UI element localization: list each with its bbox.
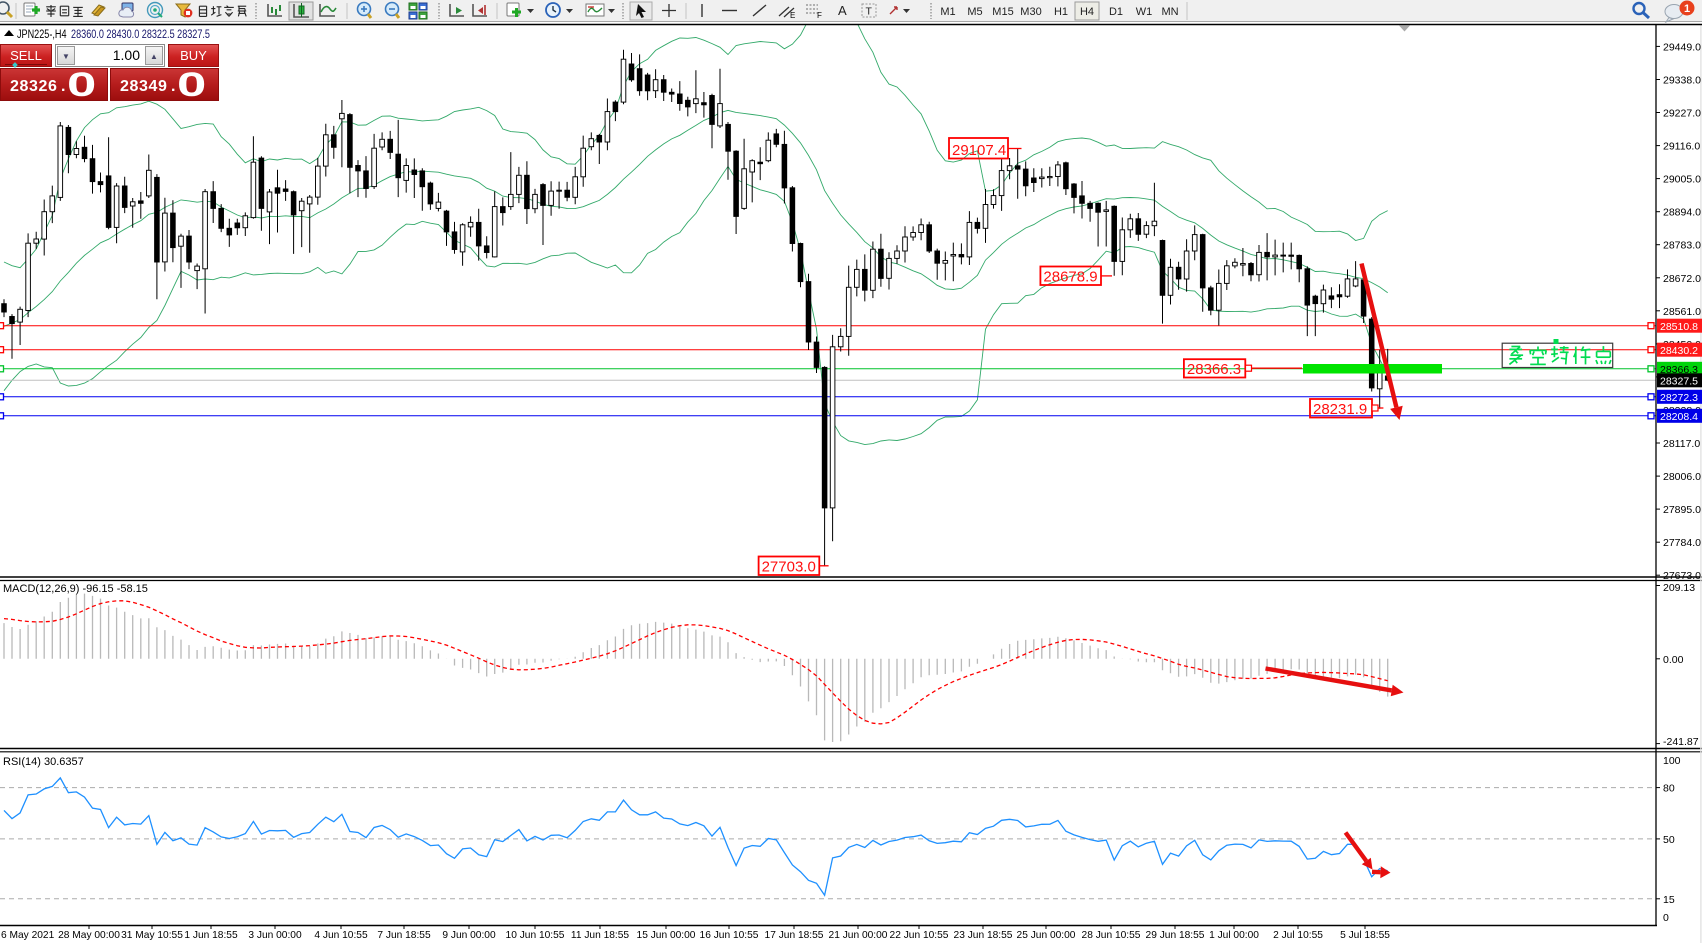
svg-text:209.13: 209.13	[1663, 582, 1695, 594]
svg-text:M15: M15	[992, 6, 1013, 18]
svg-text:50: 50	[1663, 834, 1675, 846]
svg-text:28208.4: 28208.4	[1660, 411, 1698, 423]
svg-text:28 Jun 10:55: 28 Jun 10:55	[1082, 930, 1141, 941]
svg-text:21 Jun 00:00: 21 Jun 00:00	[829, 930, 888, 941]
svg-text:29338.0: 29338.0	[1663, 75, 1701, 87]
svg-text:6 May 2021: 6 May 2021	[1, 930, 55, 941]
svg-text:28672.0: 28672.0	[1663, 273, 1701, 285]
svg-text:29005.0: 29005.0	[1663, 174, 1701, 186]
svg-text:0.00: 0.00	[1663, 654, 1684, 666]
svg-text:28 May 00:00: 28 May 00:00	[58, 930, 120, 941]
svg-text:MN: MN	[1161, 6, 1178, 18]
svg-text:MACD(12,26,9) -96.15 -58.15: MACD(12,26,9) -96.15 -58.15	[3, 583, 148, 595]
svg-text:27784.0: 27784.0	[1663, 537, 1701, 549]
svg-text:28006.0: 28006.0	[1663, 471, 1701, 483]
svg-text:10 Jun 10:55: 10 Jun 10:55	[506, 930, 565, 941]
svg-text:1 Jul 00:00: 1 Jul 00:00	[1209, 930, 1259, 941]
svg-text:2 Jul 10:55: 2 Jul 10:55	[1273, 930, 1323, 941]
svg-text:F: F	[817, 11, 822, 20]
svg-text:28231.9: 28231.9	[1313, 401, 1367, 418]
svg-text:17 Jun 18:55: 17 Jun 18:55	[765, 930, 824, 941]
svg-text:-241.87: -241.87	[1663, 736, 1699, 748]
svg-text:29227.0: 29227.0	[1663, 108, 1701, 120]
svg-text:28327.5: 28327.5	[1660, 376, 1698, 388]
svg-text:0: 0	[1663, 912, 1669, 924]
svg-text:15 Jun 00:00: 15 Jun 00:00	[637, 930, 696, 941]
svg-text:1 Jun 18:55: 1 Jun 18:55	[184, 930, 238, 941]
svg-text:28783.0: 28783.0	[1663, 240, 1701, 252]
svg-text:28894.0: 28894.0	[1663, 207, 1701, 219]
svg-text:T: T	[866, 6, 873, 18]
svg-text:4 Jun 10:55: 4 Jun 10:55	[314, 930, 368, 941]
svg-text:JPN225-,H4 28360.0 28430.0 283: JPN225-,H4 28360.0 28430.0 28322.5 28327…	[17, 29, 210, 41]
svg-text:M30: M30	[1020, 6, 1041, 18]
svg-text:RSI(14) 30.6357: RSI(14) 30.6357	[3, 756, 84, 768]
svg-text:M1: M1	[940, 6, 955, 18]
svg-text:1: 1	[1684, 3, 1690, 15]
svg-text:D1: D1	[1109, 6, 1123, 18]
svg-text:28678.9: 28678.9	[1043, 269, 1097, 286]
svg-text:28366.3: 28366.3	[1187, 361, 1241, 378]
svg-text:H4: H4	[1080, 6, 1094, 18]
svg-text:23 Jun 18:55: 23 Jun 18:55	[954, 930, 1013, 941]
svg-text:16 Jun 10:55: 16 Jun 10:55	[700, 930, 759, 941]
svg-text:7 Jun 18:55: 7 Jun 18:55	[377, 930, 431, 941]
svg-text:28510.8: 28510.8	[1660, 321, 1698, 333]
svg-text:29116.0: 29116.0	[1663, 141, 1700, 153]
svg-text:3 Jun 00:00: 3 Jun 00:00	[248, 930, 302, 941]
svg-text:28117.0: 28117.0	[1663, 438, 1700, 450]
svg-text:29449.0: 29449.0	[1663, 41, 1701, 53]
svg-text:25 Jun 00:00: 25 Jun 00:00	[1017, 930, 1076, 941]
svg-text:M5: M5	[967, 6, 982, 18]
svg-text:31 May 10:55: 31 May 10:55	[121, 930, 183, 941]
svg-text:27703.0: 27703.0	[762, 559, 816, 576]
svg-text:28561.0: 28561.0	[1663, 306, 1701, 318]
svg-text:29 Jun 18:55: 29 Jun 18:55	[1146, 930, 1205, 941]
svg-text:A: A	[838, 3, 847, 18]
svg-text:11 Jun 18:55: 11 Jun 18:55	[571, 930, 629, 941]
svg-text:H1: H1	[1054, 6, 1068, 18]
svg-text:28430.2: 28430.2	[1660, 345, 1698, 357]
svg-text:E: E	[790, 11, 795, 20]
svg-text:15: 15	[1663, 894, 1675, 906]
svg-text:W1: W1	[1136, 6, 1153, 18]
svg-text:100: 100	[1663, 755, 1681, 767]
svg-text:28272.3: 28272.3	[1660, 392, 1698, 404]
svg-text:5 Jul 18:55: 5 Jul 18:55	[1340, 930, 1390, 941]
svg-text:80: 80	[1663, 783, 1675, 795]
svg-text:9 Jun 00:00: 9 Jun 00:00	[442, 930, 496, 941]
svg-text:29107.4: 29107.4	[952, 142, 1006, 159]
svg-text:22 Jun 10:55: 22 Jun 10:55	[890, 930, 949, 941]
svg-text:28366.3: 28366.3	[1660, 364, 1698, 376]
svg-text:27895.0: 27895.0	[1663, 504, 1701, 516]
svg-text:27673.0: 27673.0	[1663, 570, 1701, 582]
